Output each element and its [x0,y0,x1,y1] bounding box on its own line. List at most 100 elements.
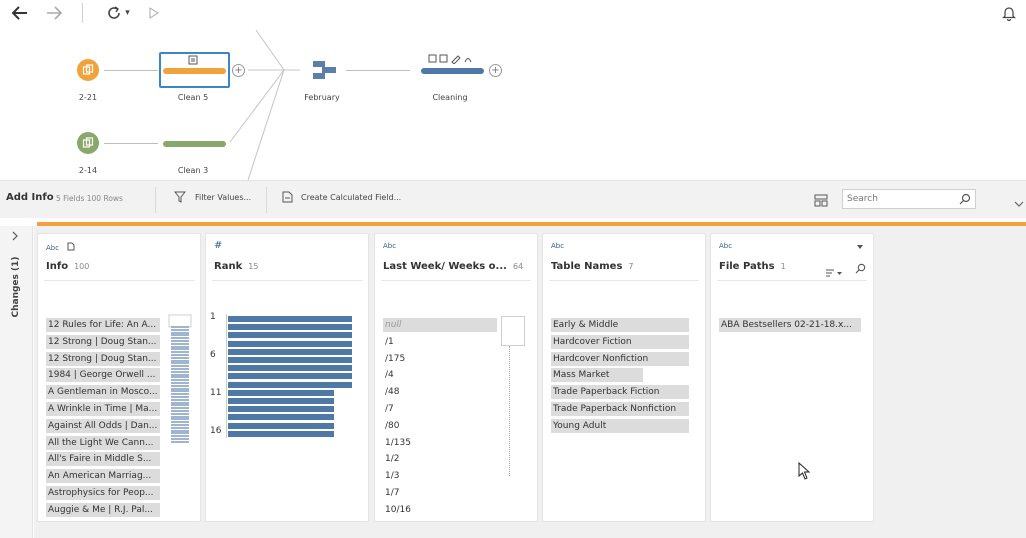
field-card-rank[interactable]: # Rank 15 1 6 11 16 [205,233,369,522]
field-name[interactable]: Last Week/ Weeks o... 64 [383,261,524,272]
add-step-plus-icon[interactable]: + [232,64,245,77]
field-card-info[interactable]: Abc Info 100 12 Rules for Life: An A... 12… [37,233,201,522]
search-box[interactable] [842,189,976,209]
value-item[interactable]: /7 [385,404,394,414]
value-item[interactable]: A Wrinkle in Time | Ma... [46,402,160,416]
rank-bar[interactable] [228,430,334,437]
rank-bar[interactable] [228,414,334,421]
play-icon [149,7,159,19]
value-item[interactable]: Early & Middle [551,318,689,332]
clean-3-step-bar[interactable] [163,141,226,147]
forward-button[interactable] [42,2,66,24]
clean-5-step-bar[interactable] [163,68,226,74]
rank-bar[interactable] [228,422,334,429]
value-item[interactable]: Hardcover Nonfiction [551,351,689,366]
value-item[interactable]: Trade Paperback Nonfiction [551,402,689,416]
rank-bar[interactable] [228,324,352,331]
search-icon[interactable] [959,193,971,205]
rank-bar[interactable] [228,348,352,355]
rank-bar[interactable] [228,373,352,380]
run-flow-button[interactable] [144,2,164,24]
mini-histogram-bar [171,432,189,435]
mini-histogram-bar [171,407,189,410]
value-item[interactable]: 10/16 [385,504,411,515]
summary-scroll-map[interactable] [501,316,525,346]
mini-histogram-bar [171,401,189,404]
search-icon[interactable] [855,263,866,274]
field-name[interactable]: Info 100 [46,261,90,272]
input-node-2-14[interactable] [77,132,99,154]
value-item[interactable]: Mass Market [551,368,643,383]
field-name[interactable]: Table Names 7 [551,261,634,272]
value-item[interactable]: 12 Strong | Doug Stan... [46,351,160,366]
field-name[interactable]: Rank 15 [214,261,259,272]
notifications-button[interactable] [998,2,1020,24]
filter-values-button[interactable]: Filter Values... [174,191,251,203]
value-item[interactable]: Auggie & Me | R.J. Pal... [46,502,160,517]
value-item[interactable]: 1984 | George Orwell ... [46,368,160,383]
string-type-icon[interactable]: Abc [719,242,733,250]
changes-label[interactable]: Changes (1) [11,256,21,318]
value-item[interactable]: 1/7 [385,488,400,498]
back-button[interactable] [8,2,32,24]
field-name[interactable]: File Paths 1 [719,261,786,272]
value-item[interactable]: Young Adult [551,418,689,433]
value-item[interactable]: null [383,318,497,332]
string-type-icon[interactable]: Abc [383,242,397,250]
value-item[interactable]: Astrophysics for Peop... [46,486,160,500]
value-item[interactable]: /48 [385,387,400,398]
value-item[interactable]: /80 [385,420,400,431]
rank-bar[interactable] [228,357,352,363]
number-type-icon[interactable]: # [214,240,223,251]
field-card-last-week[interactable]: Abc Last Week/ Weeks o... 64 null/1/175/4… [374,233,538,522]
field-card-table-names[interactable]: Abc Table Names 7 Early & Middle Hardcover… [542,233,706,522]
value-item[interactable]: /4 [385,370,394,381]
rank-bar[interactable] [228,381,352,388]
sort-menu-button[interactable] [825,263,843,282]
value-item[interactable]: A Gentleman in Mosco... [46,385,160,400]
rank-bar[interactable] [228,398,334,404]
refresh-button[interactable]: ▾ [100,2,136,24]
create-calculated-field-button[interactable]: Create Calculated Field... [282,191,401,203]
field-card-file-paths[interactable]: Abc File Paths 1 ABA Bestsellers 02-21-18… [710,233,874,522]
string-type-icon[interactable]: Abc [46,242,75,252]
rank-bar[interactable] [228,332,352,339]
cleaning-step-bar[interactable] [421,68,484,74]
value-item[interactable]: An American Marriag... [46,469,160,484]
input-node-2-21[interactable] [77,59,99,81]
rank-bar[interactable] [228,365,352,372]
value-item[interactable]: Trade Paperback Fiction [551,385,689,400]
step-change-icons [428,54,478,67]
changes-pane[interactable]: Changes (1) [0,226,33,538]
value-item[interactable]: 1/2 [385,454,400,465]
value-item[interactable]: 1/3 [385,471,400,482]
mini-histogram [171,314,189,444]
search-input[interactable] [847,192,955,206]
card-menu-caret-icon[interactable] [857,245,863,250]
value-item[interactable]: 12 Strong | Doug Stan... [46,334,160,349]
mini-histogram-bar [171,421,189,424]
chevron-right-icon[interactable] [11,231,19,241]
string-type-icon[interactable]: Abc [551,242,565,250]
rank-axis-label: 1 [210,312,216,322]
collapse-panel-chevron-icon[interactable] [1014,193,1024,212]
value-item[interactable]: /1 [385,336,394,347]
value-item[interactable]: Against All Odds | Dan... [46,418,160,433]
value-item[interactable]: All's Faire in Middle S... [46,452,160,467]
value-item[interactable]: /175 [385,353,406,364]
union-node-february[interactable] [312,60,338,84]
rank-bar[interactable] [228,316,352,322]
value-item[interactable]: ABA Bestsellers 02-21-18.x... [719,318,861,332]
card-divider [381,280,531,281]
value-item[interactable]: Hardcover Fiction [551,334,689,349]
mini-histogram-bar [171,404,189,407]
layout-toggle-button[interactable] [814,192,828,211]
rank-bar[interactable] [228,406,334,413]
value-item[interactable]: 1/135 [385,437,411,448]
rank-bar[interactable] [228,340,352,347]
mini-histogram-bar [171,362,189,365]
add-step-plus-icon[interactable]: + [489,64,502,77]
rank-bar[interactable] [228,389,334,396]
value-item[interactable]: 12 Rules for Life: An A... [46,318,160,332]
value-item[interactable]: All the Light We Cann... [46,435,160,450]
